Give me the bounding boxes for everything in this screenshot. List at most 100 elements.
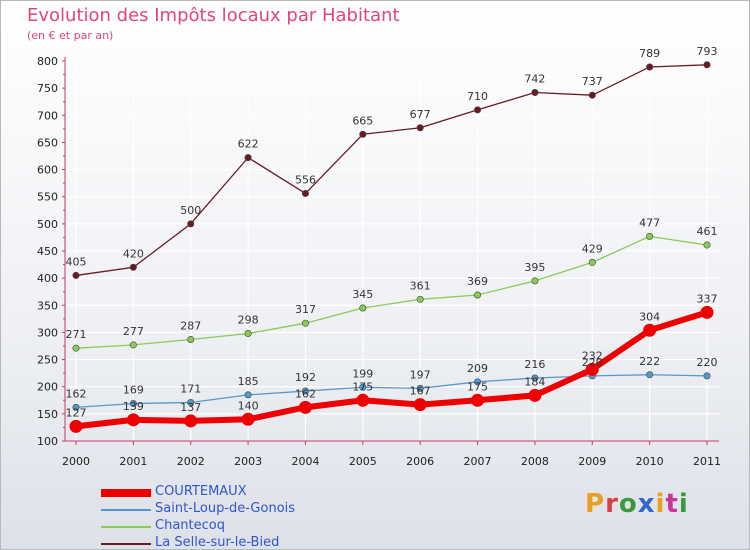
x-tick-label-2005: 2005 [349, 455, 377, 468]
legend-swatch-saint-loup-de-gonois [101, 509, 151, 511]
legend-label-chantecoq: Chantecoq [155, 518, 225, 533]
logo-letter: o [618, 489, 638, 519]
logo-letter: i [678, 489, 689, 519]
series-1-label-2006: 197 [410, 368, 431, 381]
series-3-label-2009: 737 [582, 75, 603, 88]
series-2-label-2001: 277 [123, 325, 144, 338]
series-3-point-2001 [129, 263, 137, 271]
legend-swatch-la-selle-sur-le-bied [101, 543, 151, 545]
series-3-label-2008: 742 [524, 72, 545, 85]
x-tick-label-2009: 2009 [578, 455, 606, 468]
y-tick-label-650: 650 [37, 136, 58, 149]
series-2-label-2006: 361 [410, 279, 431, 292]
series-1-label-2003: 185 [238, 375, 259, 388]
series-0-label-2010: 304 [639, 310, 660, 323]
series-0-label-2008: 184 [524, 375, 545, 388]
series-0-label-2009: 232 [582, 349, 603, 362]
series-0-point-2003 [241, 412, 255, 426]
series-3-label-2006: 677 [410, 108, 431, 121]
series-2-point-2010 [646, 232, 654, 240]
logo-letter: t [665, 489, 679, 519]
series-0-label-2005: 175 [352, 380, 373, 393]
y-tick-label-250: 250 [37, 354, 58, 367]
series-line-0 [73, 309, 710, 430]
logo-letter: x [637, 489, 656, 519]
y-tick-label-550: 550 [37, 191, 58, 204]
y-tick-label-500: 500 [37, 218, 58, 231]
series-0-point-2006 [413, 398, 427, 412]
series-2-point-2008 [531, 277, 539, 285]
y-tick-label-600: 600 [37, 164, 58, 177]
series-0-point-2002 [184, 414, 198, 428]
legend-label-courtemaux: COURTEMAUX [155, 484, 247, 499]
series-3-point-2000 [72, 271, 80, 279]
legend-label-la-selle-sur-le-bied: La Selle-sur-le-Bied [155, 535, 280, 550]
series-2-point-2011 [703, 241, 711, 249]
series-3-point-2004 [301, 189, 309, 197]
series-0-point-2000 [69, 419, 83, 433]
series-1-label-2009: 220 [582, 356, 603, 369]
series-0-point-2011 [700, 305, 714, 319]
series-1-point-2000 [72, 403, 80, 411]
series-line-3 [75, 64, 708, 277]
chart-subtitle: (en € et par an) [27, 29, 114, 42]
series-2-point-2003 [244, 330, 252, 338]
y-tick-label-450: 450 [37, 245, 58, 258]
series-3-label-2007: 710 [467, 90, 488, 103]
data-labels: 127 139 137 140 162 175 167 175 184 232 304 337 162 1… [66, 45, 718, 420]
series-2-label-2005: 345 [352, 288, 373, 301]
series-2-point-2007 [474, 291, 482, 299]
series-2-label-2010: 477 [639, 216, 660, 229]
series-1-label-2011: 220 [697, 356, 718, 369]
proxiti-logo: Proxiti [585, 489, 689, 519]
series-1-point-2004 [301, 387, 309, 395]
series-1-label-2005: 199 [352, 367, 373, 380]
y-tick-label-800: 800 [37, 55, 58, 68]
x-tick-label-2006: 2006 [406, 455, 434, 468]
series-0-label-2002: 137 [180, 401, 201, 414]
series-2-label-2004: 317 [295, 303, 316, 316]
series-2-label-2009: 429 [582, 242, 603, 255]
series-3-point-2008 [531, 88, 539, 96]
y-axis-ticks: 100 150 200 250 300 350 400 450 500 550 600 650 700 7… [37, 55, 65, 448]
series-2-point-2006 [416, 295, 424, 303]
series-0-label-2001: 139 [123, 400, 144, 413]
series-3-label-2004: 556 [295, 173, 316, 186]
series-1-label-2007: 209 [467, 362, 488, 375]
series-2-point-2004 [301, 319, 309, 327]
series-0-point-2009 [585, 362, 599, 376]
series-3-point-2007 [474, 106, 482, 114]
x-tick-label-2004: 2004 [291, 455, 319, 468]
logo-letter: P [585, 489, 606, 519]
series-0-point-2007 [471, 393, 485, 407]
series-2-point-2009 [588, 258, 596, 266]
series-1-label-2010: 222 [639, 355, 660, 368]
series-1-point-2006 [416, 384, 424, 392]
series-0-label-2011: 337 [697, 292, 718, 305]
series-3-label-2011: 793 [697, 45, 718, 58]
series-2-label-2002: 287 [180, 319, 201, 332]
series-3-label-2002: 500 [180, 204, 201, 217]
x-tick-label-2000: 2000 [62, 455, 90, 468]
series-3-point-2009 [588, 91, 596, 99]
series-3-point-2006 [416, 124, 424, 132]
series-2-label-2000: 271 [66, 328, 87, 341]
series-0-point-2005 [356, 393, 370, 407]
series-3-point-2003 [244, 154, 252, 162]
series-line-2 [75, 235, 708, 349]
x-tick-label-2001: 2001 [119, 455, 147, 468]
series-1-point-2001 [129, 400, 137, 408]
legend-label-saint-loup-de-gonois: Saint-Loup-de-Gonois [155, 501, 296, 516]
y-tick-label-350: 350 [37, 299, 58, 312]
series-2-point-2000 [72, 344, 80, 352]
series-0-label-2003: 140 [238, 399, 259, 412]
x-tick-label-2002: 2002 [177, 455, 205, 468]
y-tick-label-200: 200 [37, 381, 58, 394]
y-tick-label-300: 300 [37, 326, 58, 339]
series-3-point-2011 [703, 61, 711, 69]
series-2-point-2005 [359, 304, 367, 312]
series-0-label-2004: 162 [295, 387, 316, 400]
x-tick-label-2008: 2008 [521, 455, 549, 468]
series-1-label-2001: 169 [123, 384, 144, 397]
series-3-label-2005: 665 [352, 114, 373, 127]
